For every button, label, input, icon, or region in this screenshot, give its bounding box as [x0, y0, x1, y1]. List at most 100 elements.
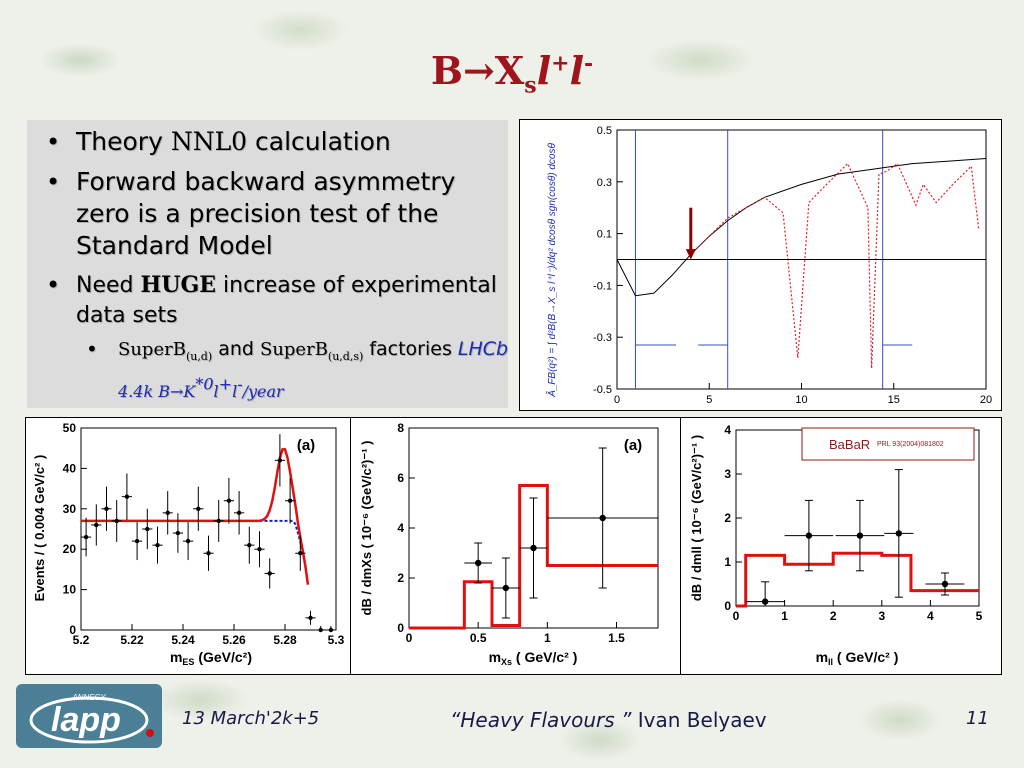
- data-point: [895, 530, 903, 537]
- y-tick-label: 0.3: [597, 177, 612, 189]
- data-point: [530, 544, 537, 552]
- x-tick-label: 0: [614, 394, 620, 406]
- data-point: [165, 510, 170, 516]
- bullet-superb: • SuperB(u,d) and SuperB(u,d,s) factories…: [86, 337, 509, 402]
- mes-chart-panel: 5.2 5.22 5.24 5.26 5.28 5.3 0 10 20 30 40 50 (a) mES …: [25, 417, 352, 675]
- slide-title: B→Xsl+l-: [0, 48, 1024, 99]
- y-tick-label: 6: [397, 471, 404, 485]
- x-axis-label-sub: ES: [182, 657, 194, 667]
- data-point: [761, 598, 769, 605]
- theory-steps: [409, 484, 658, 630]
- data-point: [287, 498, 293, 503]
- zero-arrowhead: [685, 249, 696, 260]
- title-sub: s: [524, 72, 537, 99]
- svg-text:Â_FB(q²) = ∫ d²B(B→X_s l⁺l⁻)/d: Â_FB(q²) = ∫ d²B(B→X_s l⁺l⁻)/dq² dcosθ s…: [545, 143, 558, 398]
- data-point: [83, 534, 89, 540]
- y-tick-label: 3: [724, 467, 731, 481]
- y-tick-label: 50: [63, 421, 77, 435]
- panel-label: (a): [624, 437, 642, 454]
- footer-talk-title: “Heavy Flavours ”: [450, 708, 638, 732]
- data-point: [856, 532, 864, 539]
- data-point: [226, 498, 232, 503]
- y-axis-label: dB / dmll ( 10⁻⁶ (GeV/c²)⁻¹ ): [689, 435, 704, 601]
- y-tick-label: 0: [69, 623, 76, 637]
- x-tick-label: 5: [706, 394, 712, 406]
- plot-frame: [80, 427, 337, 631]
- data-point: [599, 514, 606, 522]
- afb-theory-chart: Â_FB(q²) = ∫ d²B(B→X_s l⁺l⁻)/dq² dcosθ s…: [545, 125, 992, 406]
- data-point: [805, 532, 813, 539]
- footer-talk: “Heavy Flavours ” Ivan Belyaev: [450, 708, 767, 732]
- y-tick-label: 1: [724, 555, 731, 569]
- title-l1: l: [536, 48, 552, 93]
- data-point: [474, 559, 482, 567]
- data-point: [328, 627, 334, 633]
- y-tick-label: 30: [63, 502, 77, 516]
- title-sup2: -: [584, 50, 594, 77]
- logo-main-text: lapp: [51, 701, 121, 739]
- lapp-logo: ANNECY lapp: [16, 684, 162, 748]
- x-axis-label-unit: ( GeV/c² ): [512, 649, 577, 665]
- data-point: [267, 571, 272, 576]
- data-point: [185, 538, 191, 544]
- bullet-asymmetry: • Forward backward asymmetry zero is a pr…: [46, 167, 456, 260]
- x-axis-label-sub: Xs: [501, 657, 512, 667]
- x-axis-label-unit: ( GeV/c² ): [833, 649, 898, 665]
- title-main: B→X: [430, 48, 525, 93]
- y-axis-label: dB / dmXs ( 10⁻⁶ (GeV/c²)⁻¹ ): [359, 440, 374, 615]
- y-tick-label: -0.3: [593, 332, 612, 344]
- x-tick-label: 5.24: [171, 633, 195, 647]
- x-axis-label: mES (GeV/c²): [170, 649, 252, 667]
- y-tick-label: 0.1: [597, 229, 612, 241]
- data-point: [277, 458, 283, 463]
- x-axis-label-unit: (GeV/c²): [194, 649, 252, 665]
- x-tick-label: 0.5: [470, 631, 487, 645]
- lapp-logo-graphic: ANNECY lapp: [29, 693, 154, 744]
- y-tick-label: 0: [397, 621, 404, 635]
- legend-text: BaBaR: [829, 437, 870, 452]
- x-tick-label: 5.22: [120, 633, 144, 647]
- data-point: [216, 518, 221, 524]
- y-tick-label: 40: [63, 461, 77, 475]
- y-tick-label: 4: [724, 423, 731, 437]
- y-tick-label: 4: [397, 521, 404, 535]
- data-point: [134, 538, 140, 544]
- x-tick-label: 5.26: [222, 633, 246, 647]
- mxs-chart-panel: 0 0.5 1 1.5 0 2 4 6 8 (a) mXs ( GeV/c² ) dB / dmXs …: [350, 417, 682, 675]
- legend-box: [801, 427, 975, 461]
- data-point: [941, 580, 949, 588]
- logo-top-text: ANNECY: [71, 693, 106, 702]
- y-tick-label: 2: [397, 571, 404, 585]
- data-point: [318, 627, 323, 633]
- data-point: [145, 526, 150, 532]
- panel-label: (a): [297, 437, 315, 454]
- fit-curve: [81, 448, 310, 585]
- mll-chart: 0 1 2 3 4 5 0 1 2 3 4 BaBaR PRL 93(2004)081802 mll ( …: [689, 423, 983, 667]
- mxs-chart: 0 0.5 1 1.5 0 2 4 6 8 (a) mXs ( GeV/c² ) dB / dmXs …: [359, 421, 659, 667]
- x-tick-label: 0: [733, 609, 740, 623]
- data-point: [94, 522, 99, 528]
- x-tick-label: 2: [830, 609, 837, 623]
- y-tick-label: 2: [724, 511, 731, 525]
- y-tick-label: -0.1: [593, 280, 612, 292]
- y-tick-label: 8: [397, 421, 404, 435]
- x-axis-label-sub: ll: [828, 657, 833, 667]
- data-point: [104, 506, 109, 511]
- mll-chart-panel: 0 1 2 3 4 5 0 1 2 3 4 BaBaR PRL 93(2004)081802 mll ( …: [680, 417, 1002, 675]
- data-point: [247, 542, 252, 548]
- x-tick-label: 5.2: [73, 633, 90, 647]
- data-point: [175, 530, 181, 536]
- data-point: [298, 551, 303, 556]
- y-tick-label: 0: [724, 599, 731, 613]
- data-point: [196, 506, 201, 511]
- x-tick-label: 5: [976, 609, 983, 623]
- x-tick-label: 15: [888, 394, 900, 406]
- x-axis-label: mll ( GeV/c² ): [816, 649, 899, 667]
- x-tick-label: 20: [980, 394, 992, 406]
- footer-date: 13 March'2k+5: [182, 708, 320, 729]
- y-tick-label: 20: [63, 542, 77, 556]
- y-axis-label: Events / ( 0.004 GeV/c² ): [32, 455, 47, 602]
- data-point: [236, 510, 242, 516]
- data-point: [124, 494, 130, 499]
- x-tick-label: 1: [781, 609, 788, 623]
